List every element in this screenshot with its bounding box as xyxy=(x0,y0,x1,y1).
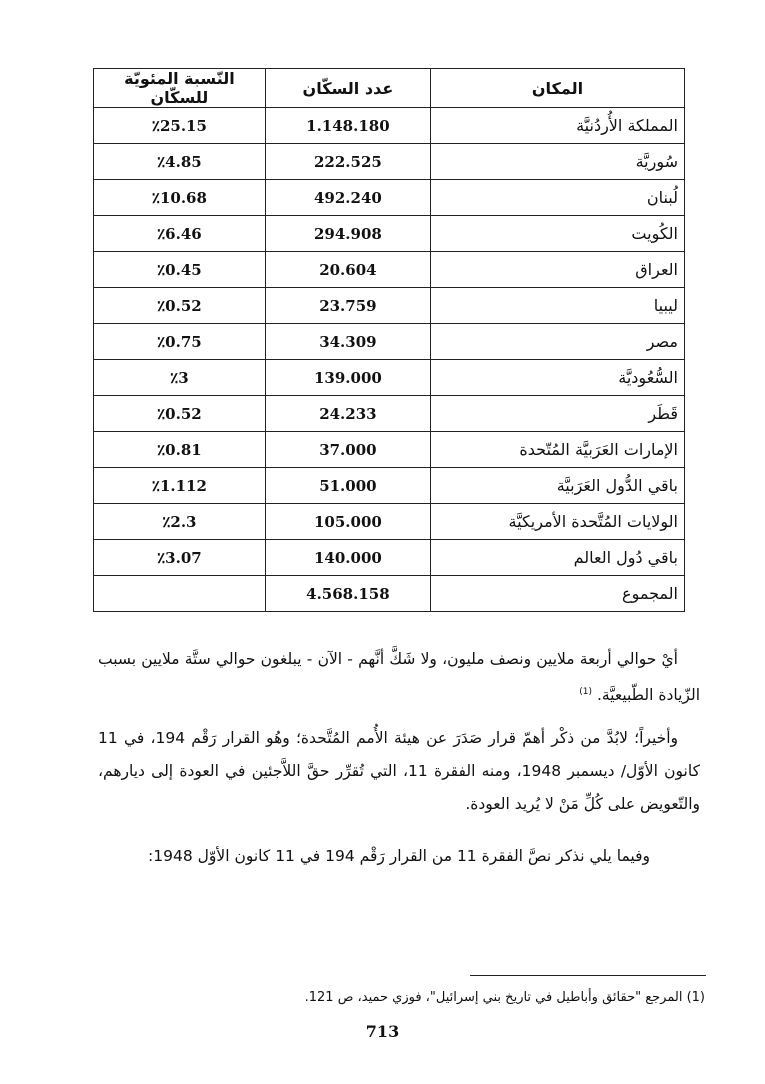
cell-count: 37.000 xyxy=(264,431,431,468)
table-row: مصر 34.309 ٪0.75 xyxy=(93,323,686,360)
population-table: المكان عدد السكّان النّسبة المئويّة للسك… xyxy=(93,68,686,612)
cell-place: لُبنان xyxy=(429,179,686,216)
header-place: المكان xyxy=(429,68,686,108)
cell-place: السُّعُوديَّة xyxy=(429,359,686,396)
cell-pct: ٪25.15 xyxy=(93,107,266,144)
cell-place: الولايات المُتَّحدة الأمريكيَّة xyxy=(429,503,686,540)
cell-count: 140.000 xyxy=(264,539,431,576)
cell-place: المملكة الأُردُنيَّة xyxy=(429,107,686,144)
table-row: المملكة الأُردُنيَّة 1.148.180 ٪25.15 xyxy=(93,107,686,144)
cell-pct: ٪0.75 xyxy=(93,323,266,360)
table-row: لُبنان 492.240 ٪10.68 xyxy=(93,179,686,216)
paragraph-2: وأخيراً؛ لابُدَّ من ذكْر أهمّ قرار صَدَر… xyxy=(98,729,700,813)
cell-count: 1.148.180 xyxy=(264,107,431,144)
cell-count: 20.604 xyxy=(264,251,431,288)
cell-pct: ٪0.52 xyxy=(93,287,266,324)
cell-pct: ٪2.3 xyxy=(93,503,266,540)
table-row: الإمارات العَرَبيَّة المُتّحدة 37.000 ٪0.8… xyxy=(93,431,686,468)
page-number: 713 xyxy=(365,1022,400,1041)
cell-count: 34.309 xyxy=(264,323,431,360)
footnote-ref: (1) xyxy=(579,687,592,697)
cell-count: 51.000 xyxy=(264,467,431,504)
cell-count: 24.233 xyxy=(264,395,431,432)
cell-place: الإمارات العَرَبيَّة المُتّحدة xyxy=(429,431,686,468)
table-row: ليبيا 23.759 ٪0.52 xyxy=(93,287,686,324)
table-row: سُوريَّة 222.525 ٪4.85 xyxy=(93,143,686,180)
cell-count: 222.525 xyxy=(264,143,431,180)
cell-pct: ٪3 xyxy=(93,359,266,396)
cell-count: 105.000 xyxy=(264,503,431,540)
table-row: العراق 20.604 ٪0.45 xyxy=(93,251,686,288)
cell-place: باقي دُول العالم xyxy=(429,539,686,576)
cell-place: مصر xyxy=(429,323,686,360)
cell-place: باقي الدُّول العَرَبيَّة xyxy=(429,467,686,504)
footnote-divider xyxy=(470,975,706,976)
cell-pct: ٪3.07 xyxy=(93,539,266,576)
table-row: باقي الدُّول العَرَبيَّة 51.000 ٪1.112 xyxy=(93,467,686,504)
cell-count: 23.759 xyxy=(264,287,431,324)
table-row: قَطَر 24.233 ٪0.52 xyxy=(93,395,686,432)
cell-place: سُوريَّة xyxy=(429,143,686,180)
cell-pct xyxy=(93,575,266,612)
table-row: الولايات المُتَّحدة الأمريكيَّة 105.000 ٪2… xyxy=(93,503,686,540)
cell-place: العراق xyxy=(429,251,686,288)
paragraph-1: أيْ حوالي أربعة ملايين ونصف مليون، ولا ش… xyxy=(98,643,700,712)
cell-count: 294.908 xyxy=(264,215,431,252)
cell-place: قَطَر xyxy=(429,395,686,432)
cell-pct: ٪4.85 xyxy=(93,143,266,180)
cell-pct: ٪0.45 xyxy=(93,251,266,288)
cell-count: 139.000 xyxy=(264,359,431,396)
cell-pct: ٪1.112 xyxy=(93,467,266,504)
table-header-row: المكان عدد السكّان النّسبة المئويّة للسك… xyxy=(93,68,686,108)
table-row: باقي دُول العالم 140.000 ٪3.07 xyxy=(93,539,686,576)
cell-pct: ٪0.52 xyxy=(93,395,266,432)
cell-pct: ٪10.68 xyxy=(93,179,266,216)
header-percentage: النّسبة المئويّة للسكّان xyxy=(93,68,266,108)
header-count: عدد السكّان xyxy=(264,68,431,108)
paragraph-3: وفيما يلي نذكر نصَّ الفقرة 11 من القرار … xyxy=(148,847,650,865)
table-row: المجموع 4.568.158 xyxy=(93,575,686,612)
cell-place: المجموع xyxy=(429,575,686,612)
table-row: الكُويت 294.908 ٪6.46 xyxy=(93,215,686,252)
cell-place: ليبيا xyxy=(429,287,686,324)
cell-place: الكُويت xyxy=(429,215,686,252)
paragraph-1-text: أيْ حوالي أربعة ملايين ونصف مليون، ولا ش… xyxy=(98,650,700,705)
table-row: السُّعُوديَّة 139.000 ٪3 xyxy=(93,359,686,396)
footnote: (1) المرجع "حقائق وأباطيل في تاريخ بني إ… xyxy=(304,990,705,1005)
cell-pct: ٪6.46 xyxy=(93,215,266,252)
cell-count: 4.568.158 xyxy=(264,575,431,612)
cell-count: 492.240 xyxy=(264,179,431,216)
cell-pct: ٪0.81 xyxy=(93,431,266,468)
